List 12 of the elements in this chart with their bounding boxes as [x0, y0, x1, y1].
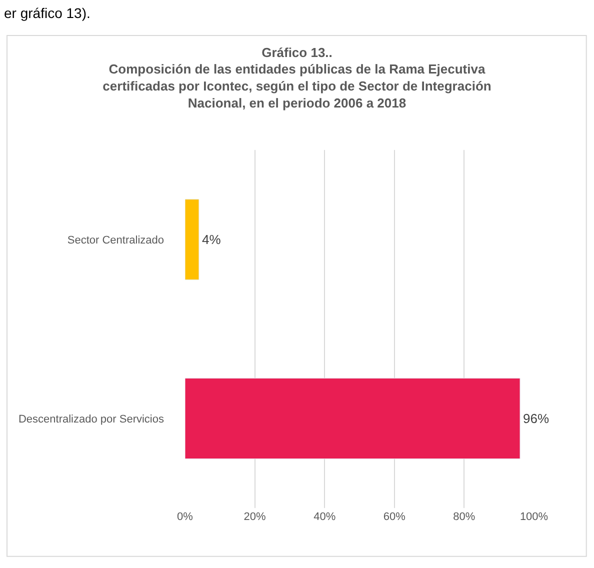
x-tick-label: 80%: [453, 511, 476, 523]
data-label: 4%: [202, 232, 222, 248]
x-tick-label: 0%: [177, 511, 194, 523]
chart-title: Gráfico 13.. Composición de las entidades públicas de la Rama Ejecutiva certificadas por Icontec, según el tipo de Sector de Integración Nacional, en el periodo 2006 a 2018: [102, 44, 492, 110]
y-tick-label: Descentralizado por Servicios: [18, 413, 164, 426]
x-tick-label: 40%: [314, 511, 336, 523]
x-tick-label: 20%: [244, 511, 266, 523]
x-tick-label: 60%: [383, 511, 406, 523]
y-tick-label: Sector Centralizado: [67, 234, 164, 246]
data-label: 96%: [523, 411, 550, 426]
x-tick-label: 100%: [520, 511, 548, 523]
text: er gráfico 13).: [4, 5, 90, 21]
